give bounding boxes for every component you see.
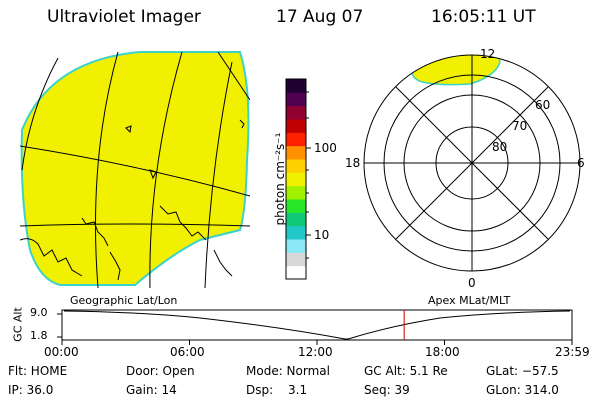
uv-emission-disk bbox=[20, 51, 250, 286]
orbit-right-title: Apex MLat/MLT bbox=[428, 294, 511, 307]
meridian-line bbox=[149, 52, 183, 288]
geographic-map bbox=[20, 51, 250, 288]
dsp-label: Dsp: bbox=[246, 383, 274, 397]
coastline bbox=[20, 238, 83, 277]
flight-status: Flt: HOME bbox=[8, 364, 68, 378]
polar-axis bbox=[395, 86, 549, 240]
glon-status: GLon: 314.0 bbox=[486, 383, 559, 397]
instrument-title: Ultraviolet Imager bbox=[47, 7, 201, 27]
gain-status: Gain: 14 bbox=[126, 383, 177, 397]
time-label: 16:05:11 UT bbox=[431, 7, 536, 27]
colorbar-segment bbox=[286, 225, 306, 240]
mlt-label-0: 0 bbox=[468, 276, 476, 290]
door-status: Door: Open bbox=[126, 364, 195, 378]
coastline bbox=[109, 251, 121, 281]
parallel-line bbox=[20, 145, 250, 197]
colorbar-segment bbox=[286, 199, 306, 213]
ip-status: IP: 36.0 bbox=[8, 383, 54, 397]
coastline bbox=[125, 125, 132, 134]
dsp-value: 3.1 bbox=[288, 383, 308, 397]
orbit-xtick: 06:00 bbox=[170, 345, 205, 359]
colorbar-segment bbox=[286, 145, 306, 160]
colorbar-segment bbox=[286, 172, 306, 187]
colorbar-segment bbox=[286, 105, 306, 120]
orbit-left-title: Geographic Lat/Lon bbox=[70, 294, 178, 307]
polar-plot bbox=[363, 54, 581, 272]
orbit-xtick: 23:59 bbox=[555, 345, 590, 359]
meridian-line bbox=[204, 61, 233, 288]
seq-status: Seq: 39 bbox=[364, 383, 410, 397]
colorbar-segment bbox=[286, 119, 306, 133]
meridian-line bbox=[217, 52, 250, 101]
mlt-label-6: 6 bbox=[577, 156, 585, 170]
orbit-ytick-high: 9.0 bbox=[30, 306, 48, 319]
parallel-line bbox=[20, 223, 250, 227]
lat-label-70: 70 bbox=[512, 119, 528, 133]
colorbar-tick-100: 100 bbox=[314, 141, 337, 155]
colorbar-segment bbox=[286, 159, 306, 173]
mode-status: Mode: Normal bbox=[246, 364, 330, 378]
colorbar-segment bbox=[286, 132, 306, 147]
orbit-xtick: 12:00 bbox=[298, 345, 333, 359]
orbit-xtick: 00:00 bbox=[44, 345, 79, 359]
colorbar-segment bbox=[286, 185, 306, 200]
colorbar-unit-label: photon cm⁻²s⁻¹ bbox=[273, 132, 287, 226]
orbit-xtick: 18:00 bbox=[425, 345, 460, 359]
meridian-line bbox=[95, 52, 119, 288]
colorbar-segment bbox=[286, 265, 306, 280]
colorbar-segment bbox=[286, 239, 306, 253]
colorbar-segment bbox=[286, 212, 306, 227]
colorbar-segment bbox=[286, 92, 306, 107]
coastline bbox=[213, 249, 233, 277]
colorbar-segment bbox=[286, 79, 306, 93]
altitude-curve bbox=[63, 310, 571, 340]
meridian-line bbox=[21, 57, 59, 171]
colorbar bbox=[285, 78, 311, 280]
glat-status: GLat: −57.5 bbox=[486, 364, 559, 378]
colorbar-segment bbox=[286, 252, 306, 267]
mlt-label-12: 12 bbox=[480, 47, 496, 61]
coastline bbox=[239, 119, 245, 129]
coastline bbox=[159, 205, 207, 241]
lat-label-80: 80 bbox=[492, 140, 508, 154]
orbit-plot bbox=[57, 309, 573, 345]
date-label: 17 Aug 07 bbox=[276, 7, 364, 27]
orbit-ylabel: GC Alt bbox=[11, 307, 25, 342]
lat-label-60: 60 bbox=[535, 98, 551, 112]
gc-alt-status: GC Alt: 5.1 Re bbox=[364, 364, 448, 378]
coastline bbox=[149, 169, 157, 180]
orbit-ytick-low: 1.8 bbox=[30, 329, 48, 342]
orbit-frame bbox=[61, 309, 573, 341]
colorbar-tick-10: 10 bbox=[314, 228, 330, 242]
coastline bbox=[81, 217, 109, 247]
mlt-label-18: 18 bbox=[345, 156, 361, 170]
